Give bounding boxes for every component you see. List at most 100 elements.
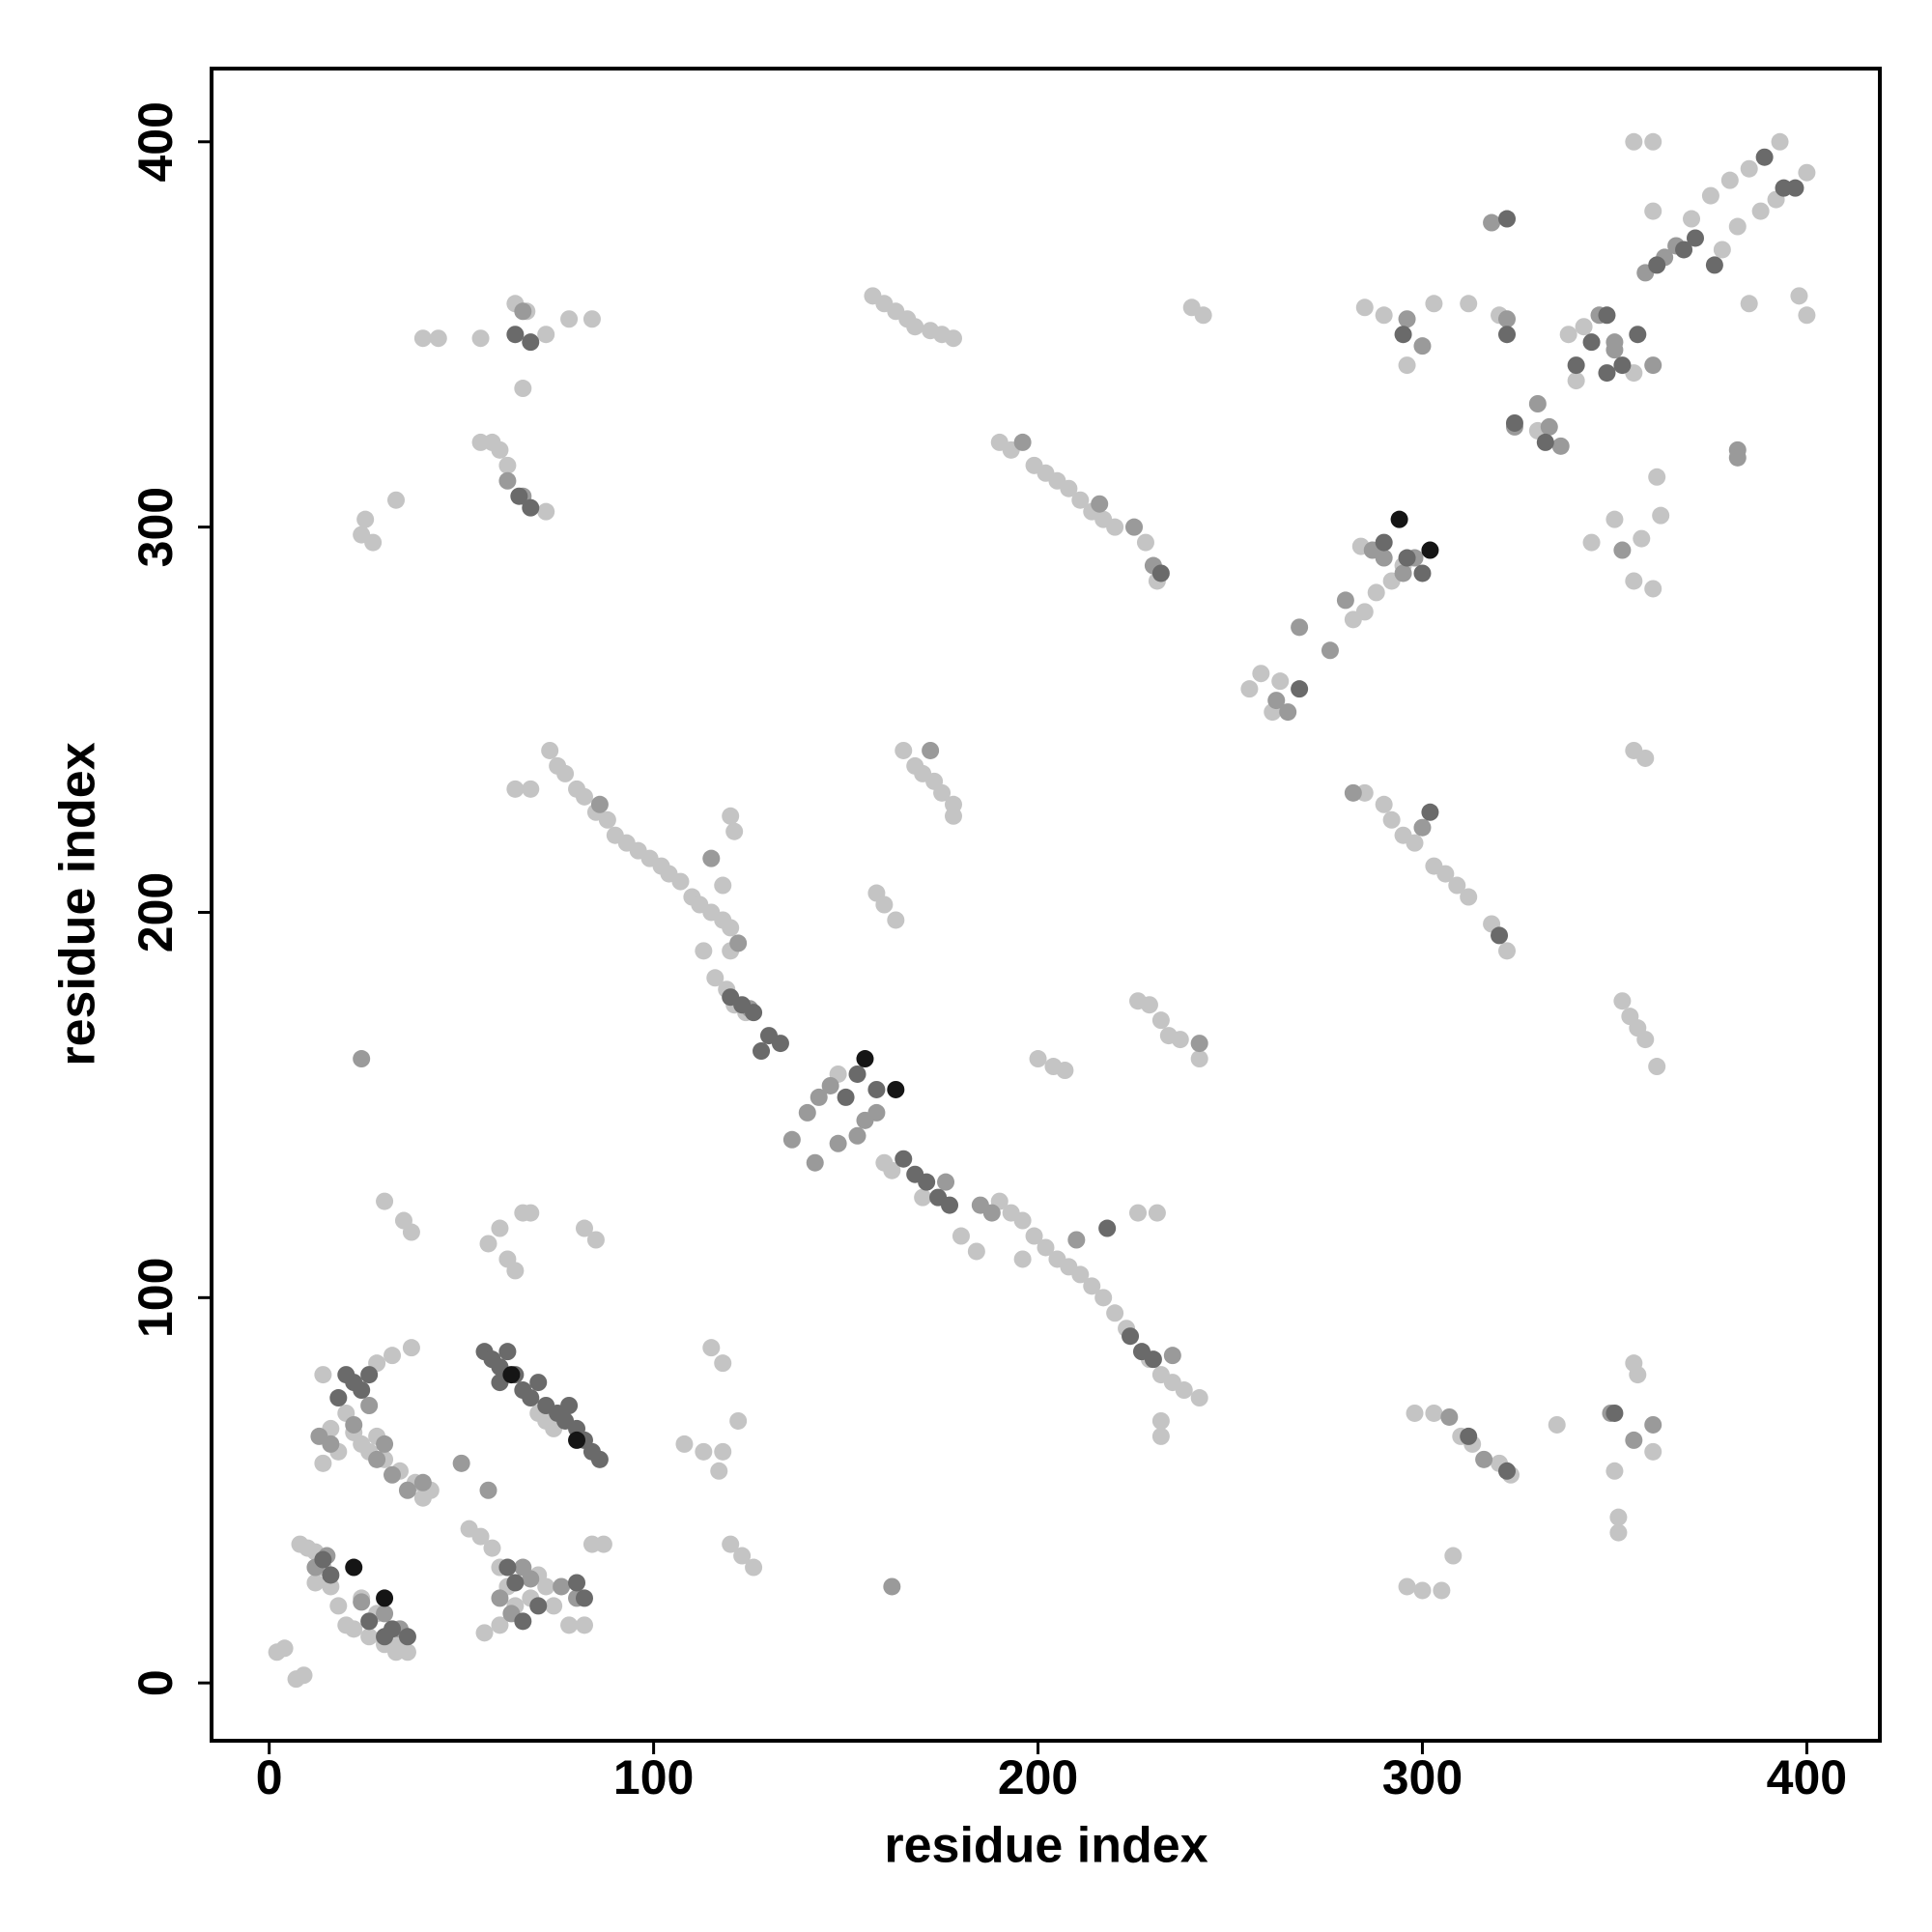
point (1171, 1031, 1189, 1049)
point (522, 333, 540, 352)
point (329, 1389, 348, 1407)
point (1140, 996, 1158, 1014)
point (1675, 241, 1693, 259)
point (1720, 171, 1739, 189)
point (514, 302, 532, 321)
point (1740, 295, 1758, 313)
point (537, 1397, 555, 1415)
point (1394, 564, 1412, 582)
point (722, 1535, 740, 1553)
point (1460, 295, 1478, 313)
point (810, 1088, 828, 1106)
point (1460, 1427, 1478, 1445)
point (1575, 318, 1593, 336)
point (514, 1612, 532, 1631)
point (1528, 394, 1547, 412)
point (952, 1227, 970, 1245)
point (856, 1050, 874, 1068)
point (1636, 749, 1655, 767)
point (710, 1462, 728, 1480)
point (1056, 1062, 1074, 1080)
point (402, 1223, 420, 1241)
point (1151, 1411, 1170, 1430)
point (1367, 583, 1385, 602)
point (471, 329, 490, 348)
point (1633, 529, 1651, 548)
point (1440, 1407, 1459, 1426)
point (522, 1389, 540, 1407)
point (821, 1076, 839, 1094)
point (1625, 132, 1643, 151)
x-axis-title: residue index (884, 1818, 1208, 1874)
point (475, 1624, 494, 1642)
point (360, 1612, 379, 1631)
point (1448, 876, 1466, 895)
point (1125, 518, 1144, 536)
point (1644, 1442, 1662, 1461)
point (714, 1354, 732, 1373)
point (1071, 491, 1090, 509)
point (1279, 703, 1297, 722)
point (1390, 510, 1408, 528)
point (875, 895, 894, 914)
point (1648, 256, 1666, 274)
y-tick-label: 200 (128, 872, 183, 952)
point (413, 1473, 432, 1492)
point (1475, 1450, 1493, 1468)
point (1567, 372, 1585, 390)
point (1321, 641, 1339, 660)
point (1582, 333, 1601, 352)
point (1151, 564, 1170, 582)
point (895, 1150, 913, 1168)
point (314, 1550, 332, 1569)
point (1013, 1250, 1032, 1268)
point (529, 1374, 548, 1392)
point (1613, 992, 1632, 1010)
point (1740, 159, 1758, 178)
point (1613, 356, 1632, 375)
point (1536, 433, 1554, 451)
point (1605, 333, 1624, 352)
point (541, 741, 559, 759)
point (522, 780, 540, 798)
point (356, 510, 375, 528)
point (1151, 1427, 1170, 1445)
point (491, 1616, 509, 1634)
point (1609, 1523, 1628, 1542)
point (798, 1103, 816, 1122)
point (560, 1397, 579, 1415)
point (1705, 256, 1723, 274)
point (918, 1173, 936, 1191)
point (537, 326, 555, 344)
point (376, 1435, 394, 1453)
point (553, 1577, 571, 1596)
point (967, 1242, 985, 1261)
point (1728, 217, 1747, 236)
point (384, 1347, 402, 1365)
point (353, 1593, 371, 1611)
point (1398, 549, 1416, 567)
point (887, 911, 905, 929)
point (1194, 306, 1212, 325)
point (575, 1616, 593, 1634)
point (364, 533, 383, 552)
point (745, 1558, 763, 1577)
point (1609, 1508, 1628, 1526)
point (771, 1035, 789, 1053)
point (1175, 1381, 1193, 1400)
point (1425, 1404, 1443, 1422)
y-tick-label: 400 (128, 101, 183, 182)
point (1129, 1204, 1148, 1222)
point (353, 1050, 371, 1068)
point (867, 1103, 886, 1122)
point (398, 1628, 416, 1646)
point (1240, 680, 1259, 698)
point (568, 1431, 586, 1449)
point (384, 1620, 402, 1638)
point (384, 1465, 402, 1484)
point (360, 1366, 379, 1384)
point (522, 498, 540, 517)
point (1190, 1035, 1208, 1053)
point (345, 1415, 363, 1434)
point (1413, 337, 1432, 355)
